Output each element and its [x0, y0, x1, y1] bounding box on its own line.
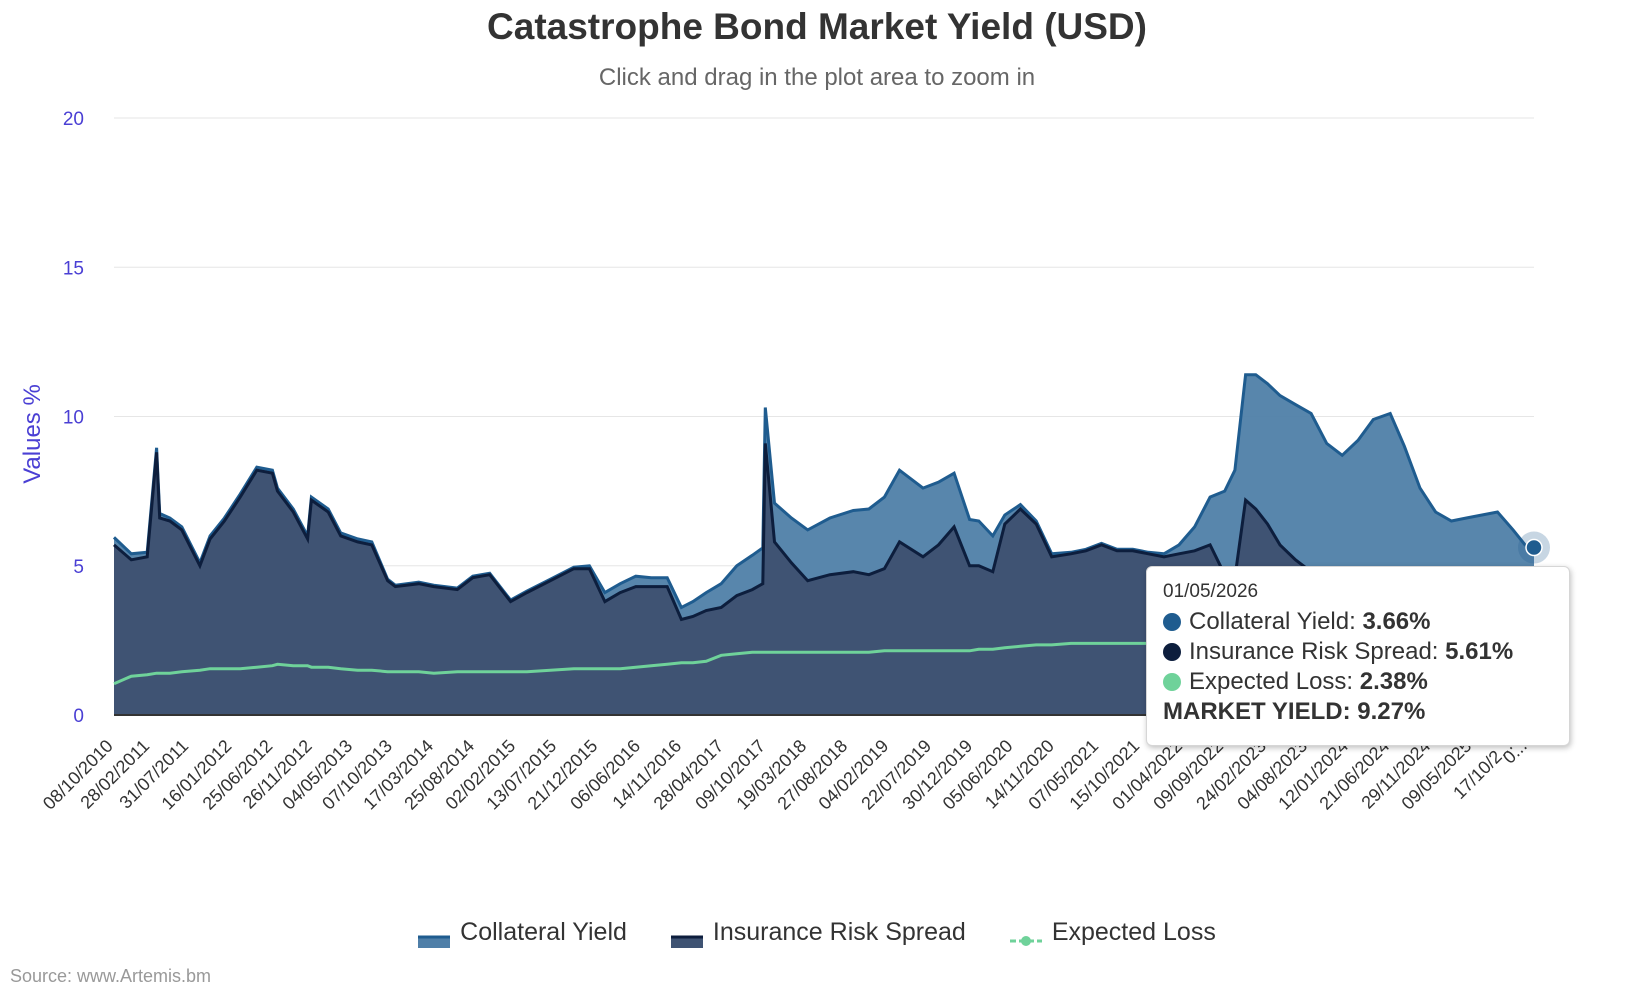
- tooltip-value: 5.61%: [1445, 638, 1514, 665]
- tooltip-label: Insurance Risk Spread:: [1189, 638, 1446, 665]
- series-line-insurance-risk-spread: [113, 443, 1535, 659]
- chart-subtitle: Click and drag in the plot area to zoom …: [598, 64, 1036, 91]
- y-tick-label: 15: [63, 258, 84, 279]
- legend-symbol-collateral-icon: [418, 926, 451, 948]
- series-dot-icon: [1163, 613, 1181, 631]
- series-line-collateral-yield: [112, 373, 1535, 610]
- tooltip-market-yield: MARKET YIELD: 9.27%: [1163, 698, 1426, 725]
- tooltip-label: Expected Loss:: [1189, 668, 1360, 695]
- series-dot-icon: [1163, 643, 1181, 661]
- y-tick-label: 20: [63, 109, 84, 130]
- y-axis-label: Values %: [19, 384, 46, 484]
- legend-symbol-expected-loss-icon: [1009, 926, 1042, 946]
- series-dot-icon: [1163, 673, 1181, 691]
- y-axis-ticks: 0 5 10 15 20: [63, 109, 84, 727]
- hover-point: [1525, 538, 1543, 557]
- legend-item-collateral[interactable]: Collateral Yield: [418, 918, 627, 948]
- tooltip-row-collateral: Collateral Yield: 3.66%: [1163, 607, 1553, 637]
- chart-title: Catastrophe Bond Market Yield (USD): [487, 6, 1147, 47]
- legend-label: Expected Loss: [1051, 918, 1216, 946]
- y-tick-label: 0: [73, 706, 84, 727]
- tooltip-row-spread: Insurance Risk Spread: 5.61%: [1163, 637, 1553, 667]
- legend: Collateral Yield Insurance Risk Spread E…: [0, 918, 1634, 948]
- tooltip-value: 3.66%: [1362, 608, 1431, 635]
- tooltip-date: 01/05/2026: [1163, 581, 1259, 602]
- tooltip: 01/05/2026 Collateral Yield: 3.66% Insur…: [1146, 566, 1570, 746]
- tooltip-label: Collateral Yield:: [1189, 608, 1363, 635]
- y-tick-label: 5: [73, 557, 84, 578]
- y-tick-label: 10: [63, 408, 84, 429]
- legend-symbol-spread-icon: [670, 926, 703, 948]
- legend-item-spread[interactable]: Insurance Risk Spread: [670, 918, 966, 948]
- source-credit: Source: www.Artemis.bm: [10, 966, 212, 986]
- legend-label: Collateral Yield: [460, 918, 627, 946]
- tooltip-row-expected-loss: Expected Loss: 2.38%: [1163, 667, 1553, 697]
- legend-item-expected-loss[interactable]: Expected Loss: [1009, 918, 1216, 947]
- tooltip-value: 2.38%: [1359, 668, 1428, 695]
- legend-label: Insurance Risk Spread: [712, 918, 966, 946]
